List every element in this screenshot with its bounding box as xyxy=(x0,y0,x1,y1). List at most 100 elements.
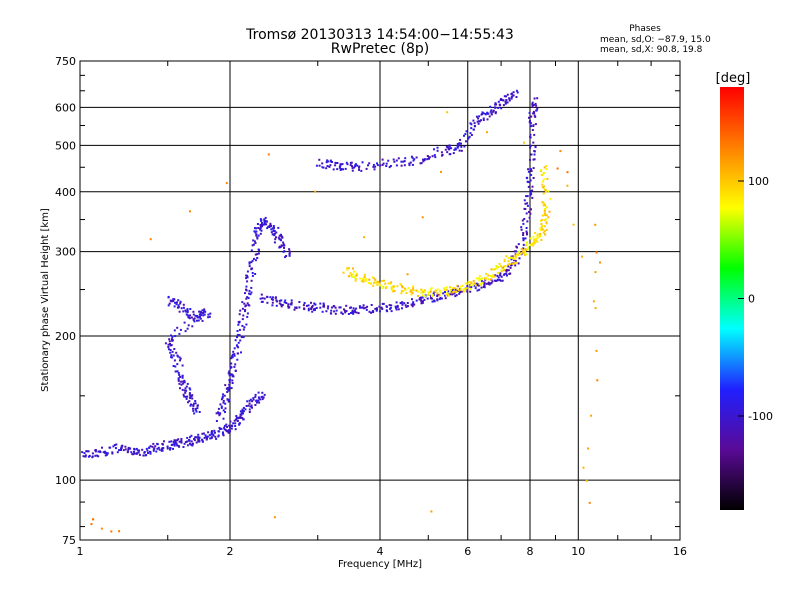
echo-point xyxy=(440,297,443,300)
echo-point xyxy=(531,101,534,104)
echo-point xyxy=(275,231,278,234)
echo-point xyxy=(190,440,193,443)
echo-point xyxy=(449,290,452,293)
echo-point xyxy=(282,241,285,244)
echo-point xyxy=(544,218,547,221)
echo-point xyxy=(451,289,453,292)
y-tick-label: 75 xyxy=(62,534,76,547)
echo-point xyxy=(474,287,477,290)
echo-point xyxy=(473,284,476,287)
echo-point xyxy=(203,310,206,313)
echo-point xyxy=(198,310,201,313)
echo-point xyxy=(259,223,262,226)
echo-point xyxy=(176,444,179,447)
echo-point xyxy=(282,250,285,253)
echo-point xyxy=(421,296,424,299)
echo-point xyxy=(350,312,352,314)
echo-point xyxy=(254,259,257,262)
echo-point xyxy=(290,301,293,304)
echo-point xyxy=(239,416,242,419)
echo-point xyxy=(178,374,181,376)
echo-point xyxy=(245,304,247,307)
echo-point xyxy=(487,282,490,285)
echo-point xyxy=(231,425,234,428)
echo-point xyxy=(544,214,547,217)
echo-point xyxy=(525,253,528,256)
echo-point xyxy=(127,446,130,449)
echo-point xyxy=(182,382,185,385)
echo-point xyxy=(506,274,508,277)
echo-point xyxy=(429,297,432,300)
echo-point xyxy=(177,304,180,307)
echo-point xyxy=(94,449,97,451)
echo-point xyxy=(130,451,133,454)
echo-point xyxy=(246,400,249,403)
echo-point xyxy=(358,305,361,308)
echo-point xyxy=(531,242,534,245)
y-tick-label: 400 xyxy=(55,186,76,199)
echo-point xyxy=(313,309,316,312)
echo-point xyxy=(261,222,263,224)
echo-point xyxy=(512,91,515,94)
echo-point xyxy=(344,311,347,314)
echo-point xyxy=(413,158,416,161)
echo-point xyxy=(208,434,211,437)
echo-point xyxy=(120,446,123,449)
echo-point xyxy=(266,227,269,230)
echo-point xyxy=(202,314,205,317)
echo-point xyxy=(173,359,176,362)
echo-point xyxy=(509,266,512,269)
echo-point xyxy=(382,162,385,165)
echo-point xyxy=(318,158,321,161)
echo-point xyxy=(397,157,400,160)
echo-point xyxy=(235,417,238,419)
echo-point xyxy=(543,202,546,205)
echo-point xyxy=(466,285,469,288)
chart-title: Tromsø 20130313 14:54:00−14:55:43 xyxy=(245,27,514,43)
echo-point xyxy=(514,259,517,262)
echo-point xyxy=(469,287,472,290)
x-tick-label: 8 xyxy=(527,545,534,558)
echo-point xyxy=(186,395,189,398)
echo-point xyxy=(419,298,422,301)
echo-point xyxy=(532,125,535,127)
echo-point xyxy=(288,248,291,251)
y-tick-label: 100 xyxy=(55,474,76,487)
echo-point xyxy=(236,358,239,361)
echo-point xyxy=(254,253,257,256)
echo-point xyxy=(395,306,397,309)
echo-point xyxy=(283,301,286,304)
echo-point xyxy=(465,287,468,290)
echo-point xyxy=(253,243,255,246)
echo-point xyxy=(219,403,222,406)
echo-point xyxy=(544,212,547,215)
echo-point xyxy=(91,456,94,459)
echo-point xyxy=(182,306,185,309)
echo-point xyxy=(545,206,548,209)
echo-point xyxy=(522,250,525,253)
echo-point xyxy=(463,134,465,137)
echo-point xyxy=(120,449,122,451)
echo-point xyxy=(270,228,273,231)
echo-point xyxy=(222,399,225,402)
echo-point xyxy=(527,170,530,173)
echo-point xyxy=(430,287,433,290)
echo-point xyxy=(401,290,404,292)
echo-point xyxy=(385,305,388,308)
echo-point xyxy=(314,303,317,306)
echo-point xyxy=(102,451,105,454)
echo-point xyxy=(238,334,241,337)
echo-point xyxy=(455,290,458,293)
echo-point xyxy=(184,395,187,398)
echo-point xyxy=(431,300,434,303)
echo-point xyxy=(285,255,288,257)
echo-point xyxy=(236,336,238,339)
echo-point xyxy=(477,122,480,125)
echo-point xyxy=(230,387,233,390)
echo-point xyxy=(168,440,171,443)
echo-point xyxy=(525,244,528,247)
echo-point xyxy=(224,402,227,405)
echo-point xyxy=(395,159,398,162)
echo-point xyxy=(129,447,132,450)
